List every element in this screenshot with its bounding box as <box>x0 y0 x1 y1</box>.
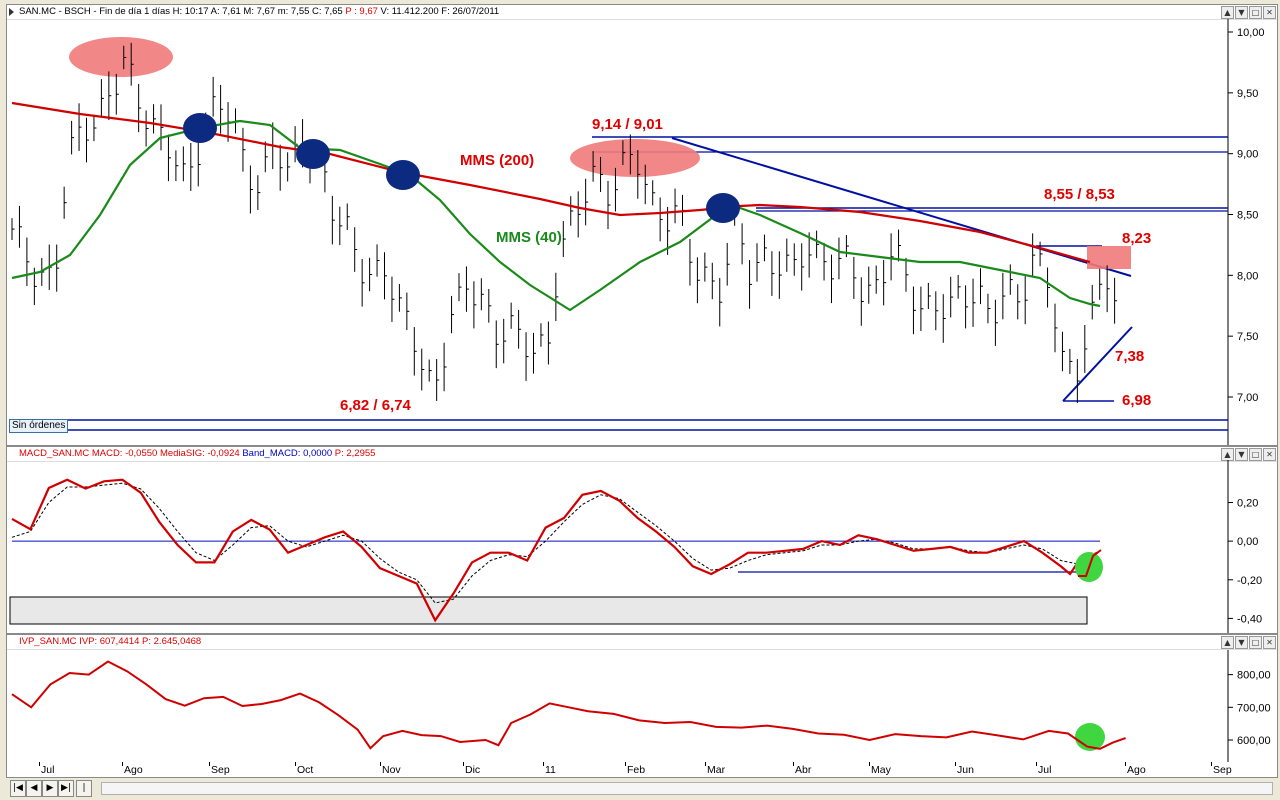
close-icon[interactable]: ✕ <box>1263 6 1276 19</box>
move-up-icon[interactable]: ▲ <box>1221 636 1234 649</box>
order-badge: Sin órdenes <box>9 419 69 433</box>
date-axis-label: Abr <box>795 764 812 776</box>
date-axis-tick <box>1125 762 1126 766</box>
move-down-icon[interactable]: ▼ <box>1235 636 1248 649</box>
macd-window-controls: ▲ ▼ □ ✕ <box>1221 448 1276 461</box>
date-axis-tick <box>625 762 626 766</box>
nav-last-button[interactable]: ▶| <box>58 780 74 797</box>
date-axis-tick <box>209 762 210 766</box>
date-axis-label: Jul <box>41 764 55 776</box>
date-axis-tick <box>793 762 794 766</box>
date-axis-label: Sep <box>211 764 230 776</box>
price-header-p: P : 9,67 <box>345 6 378 17</box>
nav-prev-button[interactable]: ◀ <box>26 780 42 797</box>
ivp-window-controls: ▲ ▼ □ ✕ <box>1221 636 1276 649</box>
horizontal-scrollbar[interactable] <box>101 782 1273 795</box>
date-axis-tick <box>1211 762 1212 766</box>
macd-header-tail: P: 2,2955 <box>332 448 376 459</box>
date-axis-tick <box>463 762 464 766</box>
date-axis-tick <box>543 762 544 766</box>
date-axis-tick <box>705 762 706 766</box>
ivp-header-text: IVP_SAN.MC IVP: 607,4414 P: 2.645,0468 <box>19 636 202 647</box>
price-window-controls: ▲ ▼ □ ✕ <box>1221 6 1276 19</box>
scroll-left-button[interactable]: | <box>76 780 92 797</box>
date-axis-tick <box>295 762 296 766</box>
nav-next-button[interactable]: ▶ <box>42 780 58 797</box>
macd-header-text: MACD_SAN.MC MACD: -0,0550 MediaSIG: -0,0… <box>19 448 243 459</box>
maximize-icon[interactable]: □ <box>1249 6 1262 19</box>
date-axis-label: Ago <box>124 764 143 776</box>
date-axis-tick <box>869 762 870 766</box>
date-axis-label: Feb <box>627 764 646 776</box>
move-down-icon[interactable]: ▼ <box>1235 448 1248 461</box>
maximize-icon[interactable]: □ <box>1249 636 1262 649</box>
maximize-icon[interactable]: □ <box>1249 448 1262 461</box>
price-header-tail: V: 11.412.200 F: 26/07/2011 <box>377 6 500 17</box>
price-header: SAN.MC - BSCH - Fin de día 1 días H: 10:… <box>7 5 1277 20</box>
move-up-icon[interactable]: ▲ <box>1221 448 1234 461</box>
close-icon[interactable]: ✕ <box>1263 636 1276 649</box>
date-axis-tick <box>1036 762 1037 766</box>
ivp-header: IVP_SAN.MC IVP: 607,4414 P: 2.645,0468 <box>7 635 1277 650</box>
ivp-panel: IVP_SAN.MC IVP: 607,4414 P: 2.645,0468 ▲… <box>6 634 1278 763</box>
macd-header: MACD_SAN.MC MACD: -0,0550 MediaSIG: -0,0… <box>7 447 1277 462</box>
date-axis-label: Oct <box>297 764 314 776</box>
date-axis-label: Dic <box>465 764 481 776</box>
date-axis-tick <box>955 762 956 766</box>
price-panel: SAN.MC - BSCH - Fin de día 1 días H: 10:… <box>6 4 1278 446</box>
macd-header-band: Band_MACD: 0,0000 <box>242 448 333 459</box>
date-axis-label: 11 <box>545 764 556 776</box>
bottom-navigation: |◀ ◀ ▶ ▶| | <box>6 778 1278 798</box>
date-axis-label: Jul <box>1038 764 1052 776</box>
date-axis: Jul Ago Sep Oct Nov Dic 11 Feb Mar Abr May Jun Jul Ag… <box>6 762 1278 778</box>
date-axis-tick <box>122 762 123 766</box>
date-axis-label: May <box>871 764 891 776</box>
date-axis-label: Mar <box>707 764 726 776</box>
price-header-text: SAN.MC - BSCH - Fin de día 1 días H: 10:… <box>19 6 346 17</box>
date-axis-label: Jun <box>957 764 974 776</box>
close-icon[interactable]: ✕ <box>1263 448 1276 461</box>
date-axis-tick <box>380 762 381 766</box>
date-axis-label: Ago <box>1127 764 1146 776</box>
panel-marker-icon <box>9 8 14 16</box>
date-axis-label: Sep <box>1213 764 1232 776</box>
macd-panel: MACD_SAN.MC MACD: -0,0550 MediaSIG: -0,0… <box>6 446 1278 634</box>
date-axis-label: Nov <box>382 764 401 776</box>
move-down-icon[interactable]: ▼ <box>1235 6 1248 19</box>
date-axis-tick <box>39 762 40 766</box>
move-up-icon[interactable]: ▲ <box>1221 6 1234 19</box>
nav-first-button[interactable]: |◀ <box>10 780 26 797</box>
